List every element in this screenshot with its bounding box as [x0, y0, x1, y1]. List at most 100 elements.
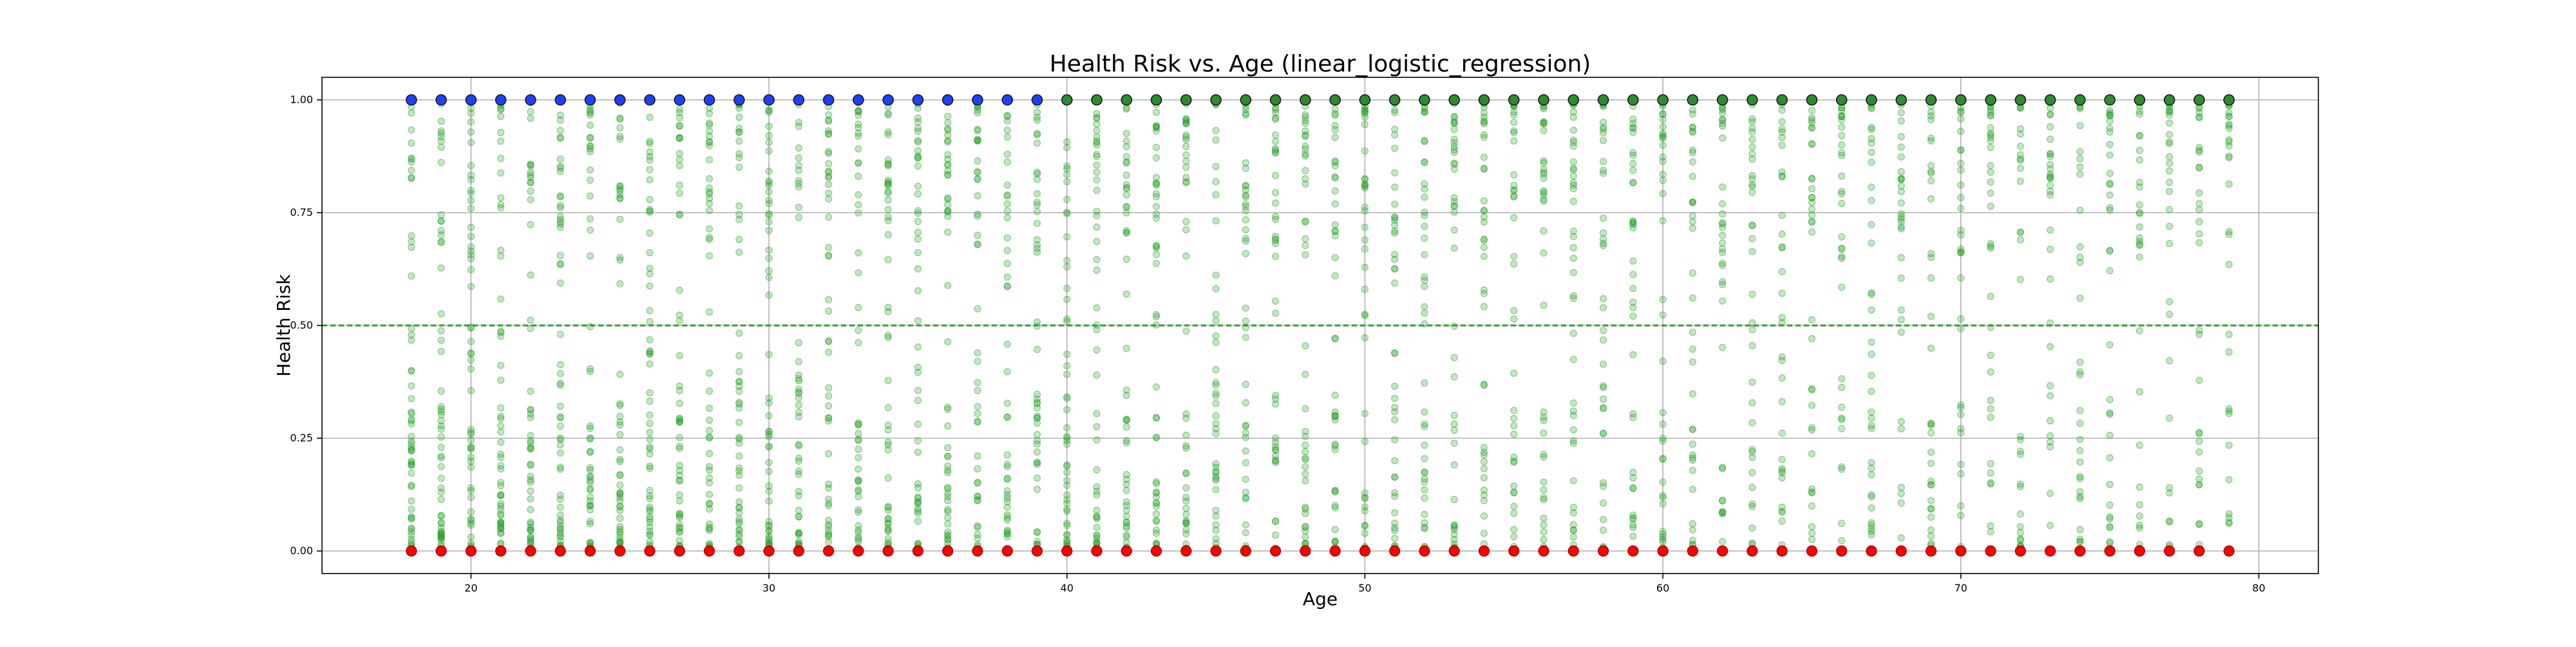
predicted-point [855, 430, 862, 438]
predicted-point [646, 196, 654, 204]
predicted-point [676, 189, 683, 197]
predicted-point [1808, 116, 1815, 124]
actual-layer [406, 94, 2235, 557]
predicted-point [1122, 416, 1130, 424]
predicted-point [2076, 148, 2084, 155]
predicted-point [974, 418, 981, 426]
predicted-point [616, 253, 624, 261]
predicted-point [944, 194, 952, 202]
predicted-point [467, 162, 475, 169]
predicted-point [1927, 169, 1935, 177]
predicted-point [1212, 412, 1220, 420]
predicted-point [1569, 142, 1577, 150]
predicted-point [974, 452, 981, 459]
x-tick-label: 70 [1955, 582, 1967, 594]
predicted-point [1122, 227, 1130, 235]
predicted-point [1153, 517, 1160, 525]
predicted-point [1659, 536, 1667, 543]
predicted-point [765, 488, 773, 496]
predicted-point [1540, 416, 1548, 424]
predicted-point [1719, 497, 1727, 505]
predicted-point [884, 525, 892, 532]
predicted-point [497, 502, 505, 510]
predicted-point [1212, 317, 1220, 325]
predicted-point [1122, 209, 1130, 217]
predicted-point [1629, 414, 1637, 421]
predicted-point [1897, 225, 1905, 233]
predicted-point [1212, 191, 1220, 198]
predicted-point [527, 108, 535, 115]
predicted-point [765, 122, 773, 130]
predicted-point [467, 282, 475, 290]
predicted-point [1391, 229, 1399, 237]
predicted-point [1331, 442, 1339, 450]
predicted-point [825, 502, 833, 510]
actual-point-low [2134, 545, 2145, 557]
predicted-point [2195, 218, 2203, 226]
predicted-point [1897, 210, 1905, 218]
predicted-point [765, 108, 773, 116]
predicted-point [1689, 485, 1696, 493]
predicted-point [1450, 160, 1458, 168]
predicted-point [2106, 169, 2114, 177]
predicted-point [1302, 251, 1309, 258]
predicted-point [914, 317, 922, 325]
predicted-point [1868, 531, 1875, 539]
predicted-point [1569, 197, 1577, 205]
predicted-point [2106, 204, 2114, 211]
predicted-point [1480, 465, 1488, 472]
predicted-point [1331, 221, 1339, 229]
predicted-point [1242, 304, 1249, 312]
predicted-point [676, 387, 683, 394]
predicted-point [1063, 491, 1071, 499]
predicted-point [1003, 516, 1011, 524]
x-tick-label: 60 [1656, 582, 1669, 594]
predicted-point [527, 188, 535, 195]
predicted-point [855, 506, 862, 514]
predicted-point [1659, 115, 1667, 123]
predicted-point [1957, 325, 1965, 333]
predicted-point [497, 155, 505, 162]
predicted-point [1838, 233, 1846, 241]
predicted-point [497, 450, 505, 458]
predicted-point [1540, 521, 1548, 528]
actual-point-high [465, 94, 477, 106]
predicted-point [1808, 193, 1815, 201]
predicted-point [855, 522, 862, 530]
predicted-point [1182, 530, 1190, 537]
predicted-point [1719, 183, 1727, 191]
predicted-point [825, 496, 833, 503]
predicted-point [765, 535, 773, 543]
predicted-point [1122, 470, 1130, 478]
predicted-point [1897, 188, 1905, 196]
predicted-point [1897, 499, 1905, 507]
actual-point-low [1329, 545, 1341, 557]
predicted-point [1748, 378, 1756, 386]
predicted-point [1242, 334, 1249, 342]
predicted-point [1361, 105, 1368, 113]
predicted-point [1927, 420, 1935, 427]
predicted-point [556, 496, 564, 503]
predicted-point [497, 500, 505, 508]
predicted-point [1361, 147, 1368, 155]
predicted-point [1361, 503, 1368, 511]
predicted-point [616, 503, 624, 510]
predicted-point [1122, 423, 1130, 431]
predicted-point [1629, 224, 1637, 232]
predicted-point [467, 247, 475, 255]
predicted-point [408, 458, 415, 465]
predicted-point [1689, 212, 1696, 220]
predicted-point [974, 492, 981, 500]
predicted-point [884, 426, 892, 434]
predicted-point [467, 338, 475, 345]
predicted-point [735, 329, 743, 337]
predicted-point [1182, 164, 1190, 171]
predicted-point [1212, 381, 1220, 389]
predicted-point [1212, 521, 1220, 528]
predicted-point [1421, 478, 1428, 486]
predicted-point [1897, 182, 1905, 189]
predicted-point [437, 159, 445, 166]
predicted-point [944, 467, 952, 474]
predicted-point [1003, 528, 1011, 536]
predicted-point [467, 118, 475, 126]
